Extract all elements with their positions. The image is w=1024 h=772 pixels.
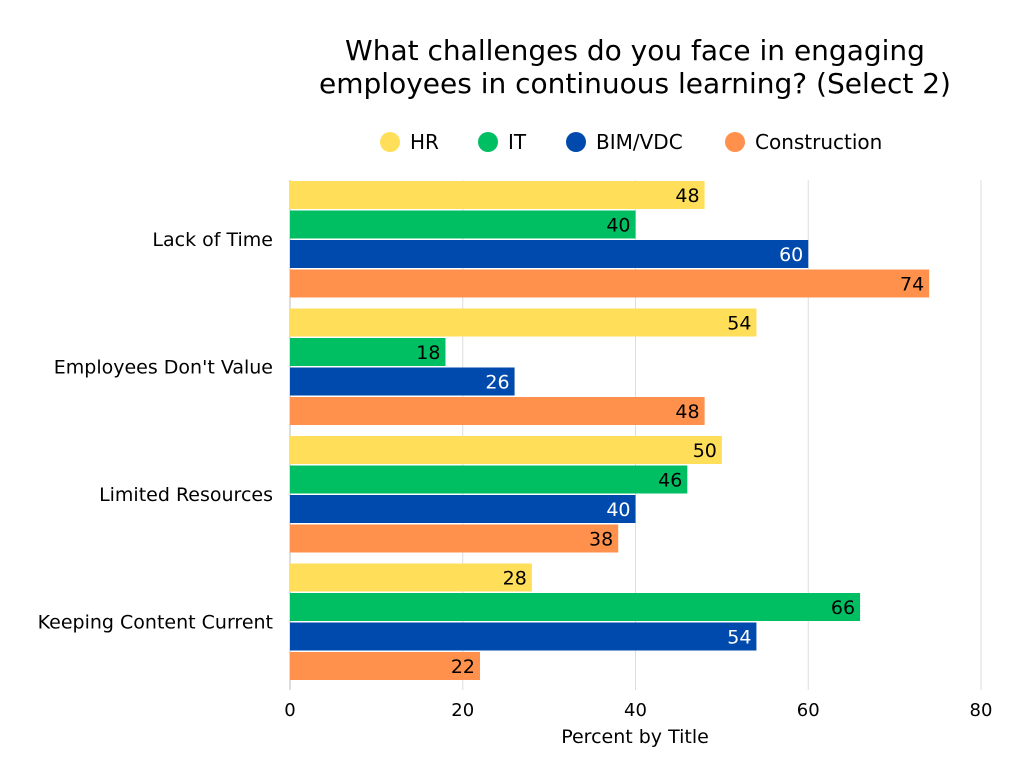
- legend-item: Construction: [725, 130, 882, 154]
- category-label: Employees Don't Value: [54, 357, 273, 379]
- legend-swatch: [380, 132, 400, 152]
- data-label: 18: [416, 342, 440, 364]
- data-label: 50: [693, 440, 717, 462]
- bar: [290, 308, 757, 337]
- x-axis-label: Percent by Title: [561, 726, 709, 748]
- legend-item: IT: [478, 130, 527, 154]
- legend-label: IT: [508, 130, 527, 154]
- category-label: Lack of Time: [152, 229, 273, 251]
- chart-title-line-2: employees in continuous learning? (Selec…: [319, 67, 951, 100]
- legend-item: BIM/VDC: [566, 130, 683, 154]
- legend: HR IT BIM/VDC Construction: [380, 130, 882, 154]
- bar: [290, 436, 722, 464]
- bar: [290, 622, 757, 651]
- bar: [290, 210, 636, 239]
- legend-label: Construction: [755, 130, 882, 154]
- data-label: 46: [658, 470, 682, 492]
- bar: [290, 181, 705, 209]
- x-tick-label: 80: [970, 700, 993, 721]
- data-label: 54: [727, 627, 751, 649]
- data-label: 26: [485, 372, 509, 394]
- bar: [290, 593, 861, 621]
- legend-swatch: [478, 132, 498, 152]
- bar: [290, 397, 705, 425]
- legend-label: HR: [410, 130, 439, 154]
- data-label: 66: [831, 597, 855, 619]
- bar: [290, 367, 515, 396]
- category-label: Limited Resources: [99, 484, 273, 506]
- legend-item: HR: [380, 130, 439, 154]
- x-tick-label: 40: [624, 700, 647, 721]
- x-tick-label: 60: [797, 700, 820, 721]
- legend-label: BIM/VDC: [596, 130, 683, 154]
- bar: [290, 524, 619, 553]
- data-label: 22: [451, 656, 475, 678]
- data-label: 48: [675, 401, 699, 423]
- x-tick-label: 0: [284, 700, 295, 721]
- bar: [290, 338, 446, 366]
- chart-title-line-1: What challenges do you face in engaging: [345, 34, 925, 67]
- category-label: Keeping Content Current: [38, 612, 273, 634]
- data-label: 54: [727, 313, 751, 335]
- bar: [290, 563, 532, 592]
- data-label: 74: [900, 274, 924, 296]
- data-label: 48: [675, 185, 699, 207]
- bar: [290, 652, 481, 680]
- bar: [290, 269, 930, 298]
- legend-swatch: [566, 132, 586, 152]
- category-labels: Lack of Time Employees Don't Value Limited…: [38, 229, 273, 634]
- x-tick-label: 20: [451, 700, 474, 721]
- bars: 48 40 60 74 54 18 26 48 50 46 40 38 28 66 54 22: [290, 181, 930, 680]
- data-label: 28: [503, 568, 527, 590]
- bar: [290, 465, 688, 494]
- bar: [290, 240, 809, 268]
- data-label: 38: [589, 529, 613, 551]
- data-label: 60: [779, 244, 803, 266]
- x-tick-labels: 0 20 40 60 80: [284, 700, 992, 721]
- bar: [290, 495, 636, 523]
- data-label: 40: [606, 499, 630, 521]
- data-label: 40: [606, 215, 630, 237]
- legend-swatch: [725, 132, 745, 152]
